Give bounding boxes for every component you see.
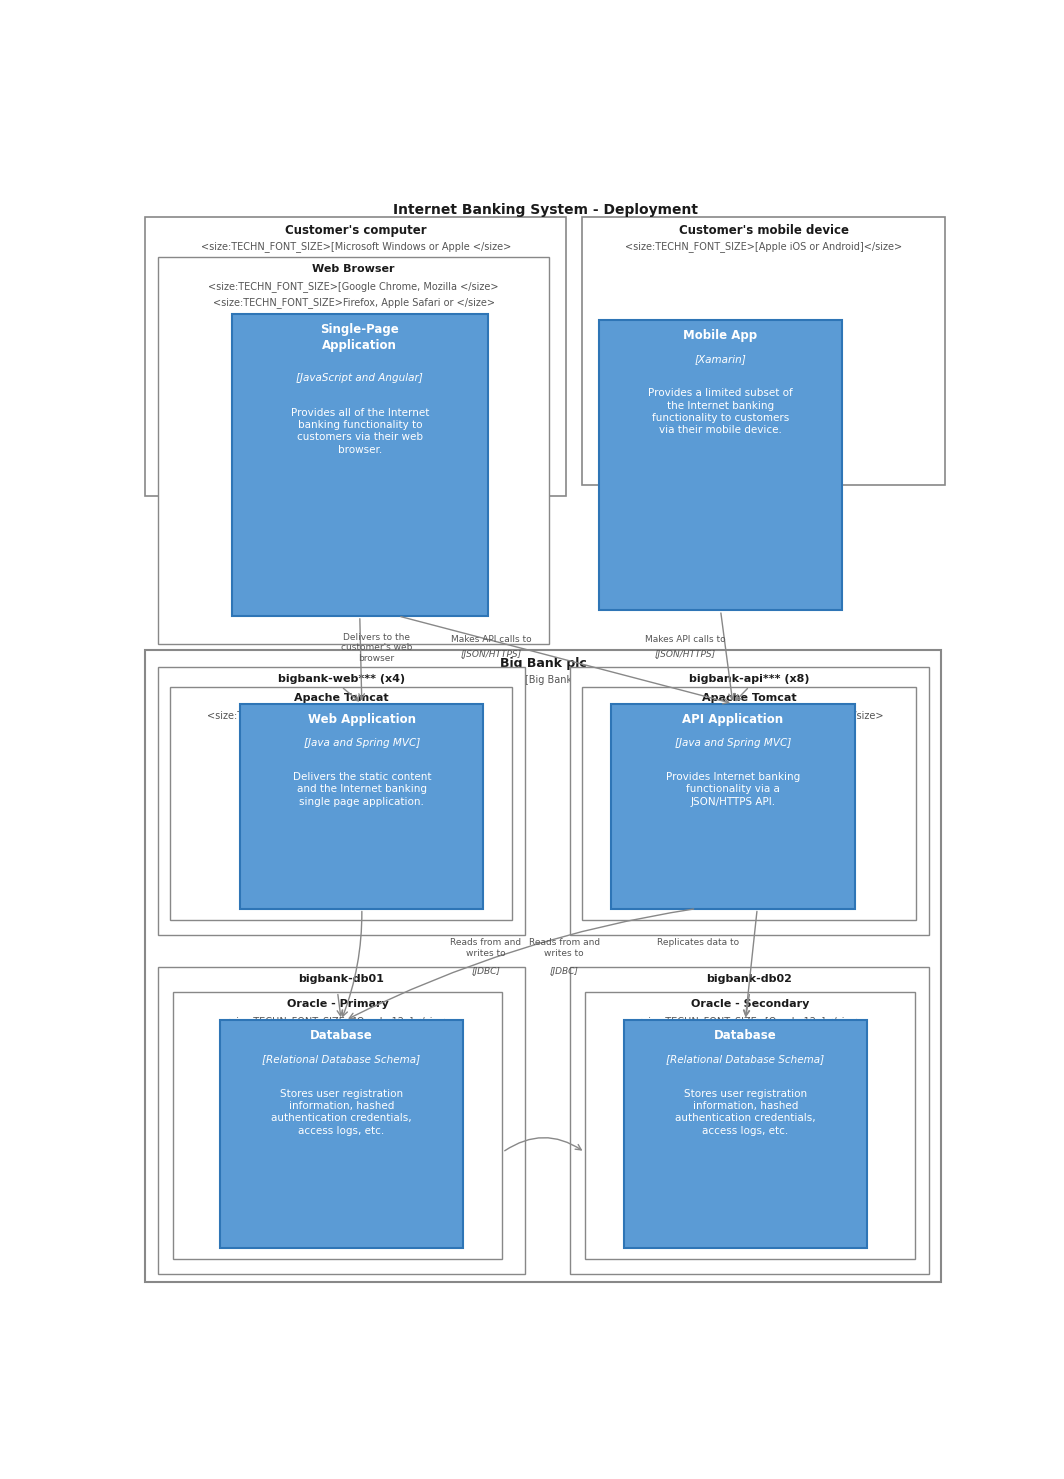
Text: Oracle - Primary: Oracle - Primary — [286, 998, 388, 1009]
Text: Replicates data to: Replicates data to — [656, 938, 738, 947]
Text: Provides all of the Internet
banking functionality to
customers via their web
br: Provides all of the Internet banking fun… — [290, 408, 429, 454]
Text: bigbank-web*** (x4): bigbank-web*** (x4) — [278, 674, 404, 683]
Text: <size:TECHN_FONT_SIZE>[Ubuntu 16.04 LTS]</size>: <size:TECHN_FONT_SIZE>[Ubuntu 16.04 LTS]… — [211, 691, 472, 703]
Text: <size:TECHN_FONT_SIZE>[Apple iOS or Android]</size>: <size:TECHN_FONT_SIZE>[Apple iOS or Andr… — [626, 241, 902, 251]
Text: <size:TECHN_FONT_SIZE>[Oracle 12c]</size>: <size:TECHN_FONT_SIZE>[Oracle 12c]</size… — [223, 1016, 452, 1026]
Text: Provides Internet banking
functionality via a
JSON/HTTPS API.: Provides Internet banking functionality … — [666, 772, 800, 806]
Text: Web Browser: Web Browser — [313, 265, 395, 274]
Text: Makes API calls to: Makes API calls to — [451, 636, 532, 645]
FancyBboxPatch shape — [146, 217, 566, 497]
FancyBboxPatch shape — [570, 967, 929, 1275]
Text: Mobile App: Mobile App — [683, 328, 758, 342]
Text: Single-Page
Application: Single-Page Application — [320, 324, 399, 352]
FancyBboxPatch shape — [611, 704, 854, 908]
FancyBboxPatch shape — [624, 1021, 867, 1248]
FancyBboxPatch shape — [232, 314, 487, 615]
FancyBboxPatch shape — [582, 686, 916, 920]
Text: Customer's computer: Customer's computer — [285, 225, 427, 237]
FancyBboxPatch shape — [170, 686, 513, 920]
Text: Delivers the static content
and the Internet banking
single page application.: Delivers the static content and the Inte… — [293, 772, 431, 806]
Text: bigbank-api*** (x8): bigbank-api*** (x8) — [689, 674, 810, 683]
Text: <size:TECHN_FONT_SIZE>[Apache Tomcat 8.x]</size>: <size:TECHN_FONT_SIZE>[Apache Tomcat 8.x… — [207, 710, 476, 722]
Text: [JavaScript and Angular]: [JavaScript and Angular] — [297, 373, 423, 383]
Text: [JDBC]: [JDBC] — [550, 967, 579, 976]
Text: [Java and Spring MVC]: [Java and Spring MVC] — [675, 738, 791, 748]
FancyBboxPatch shape — [240, 704, 483, 908]
Text: Apache Tomcat: Apache Tomcat — [294, 694, 388, 704]
Text: <size:TECHN_FONT_SIZE>Firefox, Apple Safari or </size>: <size:TECHN_FONT_SIZE>Firefox, Apple Saf… — [213, 297, 495, 308]
Text: <size:TECHN_FONT_SIZE>macOS]</size>: <size:TECHN_FONT_SIZE>macOS]</size> — [252, 257, 459, 268]
Text: Makes API calls to: Makes API calls to — [645, 636, 726, 645]
Text: bigbank-db02: bigbank-db02 — [706, 973, 793, 984]
Text: Web Application: Web Application — [307, 713, 416, 726]
Text: <size:TECHN_FONT_SIZE>[Big Bank plc data center]</size>: <size:TECHN_FONT_SIZE>[Big Bank plc data… — [395, 674, 692, 685]
Text: bigbank-db01: bigbank-db01 — [298, 973, 384, 984]
Text: <size:TECHN_FONT_SIZE>[Ubuntu 16.04 LTS]</size>: <size:TECHN_FONT_SIZE>[Ubuntu 16.04 LTS]… — [618, 691, 880, 703]
Text: API Application: API Application — [682, 713, 783, 726]
Text: Oracle - Secondary: Oracle - Secondary — [691, 998, 809, 1009]
FancyBboxPatch shape — [157, 967, 525, 1275]
FancyBboxPatch shape — [219, 1021, 463, 1248]
FancyBboxPatch shape — [146, 651, 941, 1282]
Text: [Java and Spring MVC]: [Java and Spring MVC] — [303, 738, 420, 748]
Text: Database: Database — [714, 1029, 777, 1043]
Text: <size:TECHN_FONT_SIZE>[Microsoft Windows or Apple </size>: <size:TECHN_FONT_SIZE>[Microsoft Windows… — [200, 241, 511, 251]
Text: <size:TECHN_FONT_SIZE>[Apache Tomcat 8.x]</size>: <size:TECHN_FONT_SIZE>[Apache Tomcat 8.x… — [615, 710, 883, 722]
FancyBboxPatch shape — [172, 992, 502, 1260]
Text: Customer's mobile device: Customer's mobile device — [679, 225, 849, 237]
FancyBboxPatch shape — [582, 217, 945, 485]
Text: Reads from and
writes to: Reads from and writes to — [450, 938, 521, 957]
FancyBboxPatch shape — [599, 319, 842, 611]
Text: <size:TECHN_FONT_SIZE>[Ubuntu 16.04 LTS]</size>: <size:TECHN_FONT_SIZE>[Ubuntu 16.04 LTS]… — [211, 991, 472, 1001]
FancyBboxPatch shape — [157, 667, 525, 935]
Text: Internet Banking System - Deployment: Internet Banking System - Deployment — [393, 203, 698, 216]
Text: [Relational Database Schema]: [Relational Database Schema] — [666, 1055, 825, 1065]
Text: [JSON/HTTPS]: [JSON/HTTPS] — [655, 651, 716, 660]
Text: Database: Database — [310, 1029, 372, 1043]
Text: Delivers to the
customer's web
browser: Delivers to the customer's web browser — [340, 633, 412, 663]
FancyBboxPatch shape — [570, 667, 929, 935]
Text: [JDBC]: [JDBC] — [471, 967, 500, 976]
Text: <size:TECHN_FONT_SIZE>[Google Chrome, Mozilla </size>: <size:TECHN_FONT_SIZE>[Google Chrome, Mo… — [209, 281, 499, 291]
Text: [JSON/HTTPS]: [JSON/HTTPS] — [461, 651, 522, 660]
Text: Stores user registration
information, hashed
authentication credentials,
access : Stores user registration information, ha… — [675, 1089, 816, 1136]
FancyBboxPatch shape — [585, 992, 915, 1260]
Text: Stores user registration
information, hashed
authentication credentials,
access : Stores user registration information, ha… — [271, 1089, 412, 1136]
Text: [Relational Database Schema]: [Relational Database Schema] — [262, 1055, 420, 1065]
Text: Provides a limited subset of
the Internet banking
functionality to customers
via: Provides a limited subset of the Interne… — [648, 387, 793, 435]
Text: Big Bank plc: Big Bank plc — [500, 657, 586, 670]
Text: Reads from and
writes to: Reads from and writes to — [529, 938, 600, 957]
Text: <size:TECHN_FONT_SIZE>[Ubuntu 16.04 LTS]</size>: <size:TECHN_FONT_SIZE>[Ubuntu 16.04 LTS]… — [618, 991, 880, 1001]
Text: <size:TECHN_FONT_SIZE>[Oracle 12c]</size>: <size:TECHN_FONT_SIZE>[Oracle 12c]</size… — [635, 1016, 864, 1026]
Text: Apache Tomcat: Apache Tomcat — [702, 694, 797, 704]
FancyBboxPatch shape — [157, 257, 549, 645]
Text: <size:TECHN_FONT_SIZE>Microsoft Edge]</size>: <size:TECHN_FONT_SIZE>Microsoft Edge]</s… — [232, 314, 476, 324]
Text: [Xamarin]: [Xamarin] — [695, 353, 747, 364]
